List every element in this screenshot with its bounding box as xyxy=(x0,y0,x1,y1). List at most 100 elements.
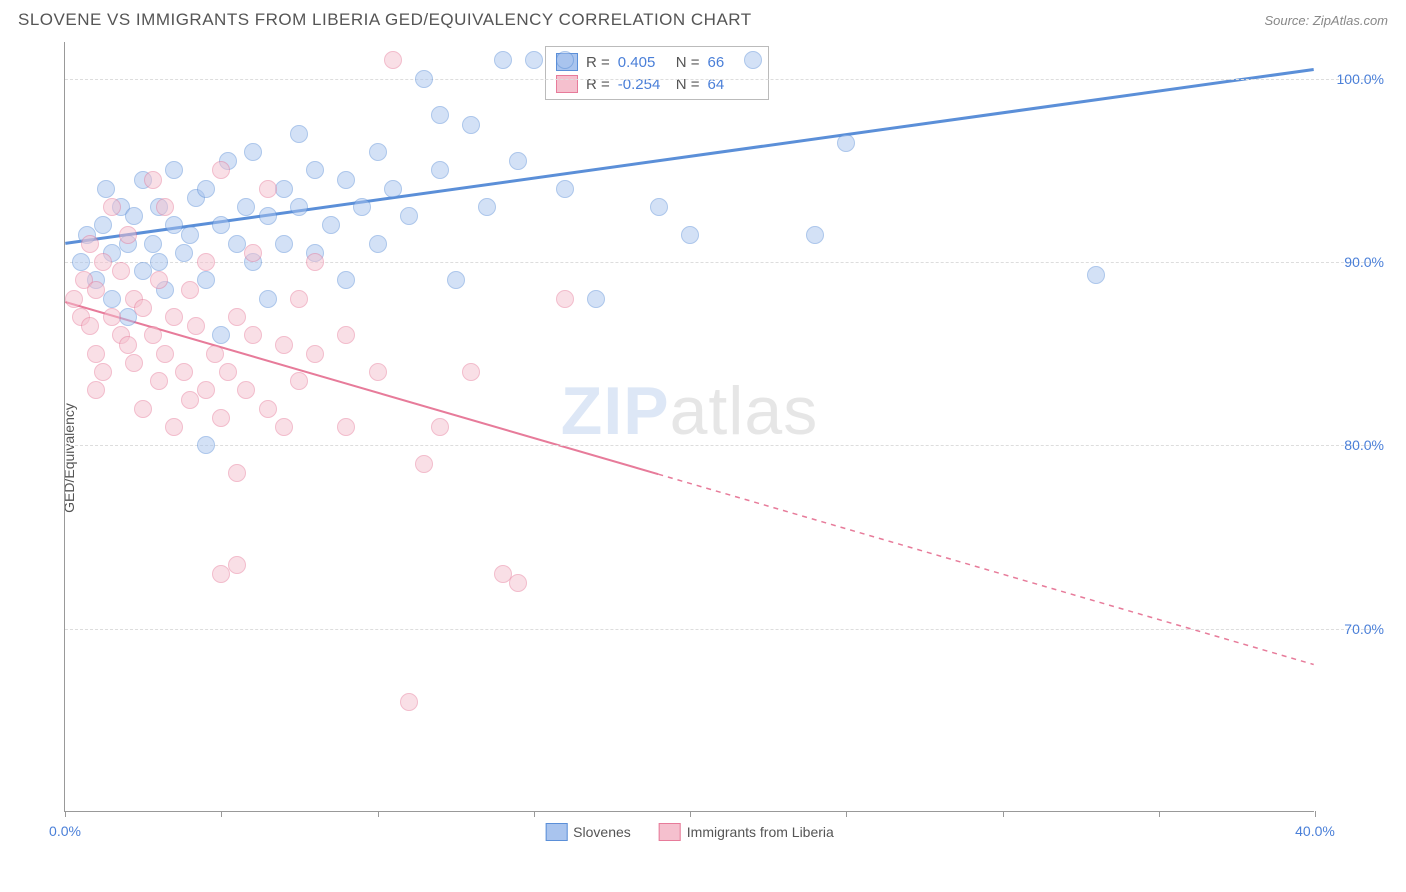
data-point xyxy=(509,574,527,592)
data-point xyxy=(119,226,137,244)
data-point xyxy=(156,345,174,363)
r-label: R = xyxy=(586,54,610,71)
data-point xyxy=(369,363,387,381)
data-point xyxy=(197,381,215,399)
data-point xyxy=(212,409,230,427)
data-point xyxy=(150,253,168,271)
legend-swatch-slovenes xyxy=(545,823,567,841)
data-point xyxy=(259,207,277,225)
data-point xyxy=(306,253,324,271)
data-point xyxy=(228,464,246,482)
data-point xyxy=(206,345,224,363)
data-point xyxy=(431,418,449,436)
data-point xyxy=(275,336,293,354)
legend-item-liberia: Immigrants from Liberia xyxy=(659,823,834,841)
data-point xyxy=(119,336,137,354)
data-point xyxy=(415,455,433,473)
plot-region: ZIPatlas R = 0.405 N = 66 R = -0.254 N =… xyxy=(64,42,1314,812)
chart-area: GED/Equivalency ZIPatlas R = 0.405 N = 6… xyxy=(18,42,1388,874)
data-point xyxy=(65,290,83,308)
r-value-slovenes: 0.405 xyxy=(618,54,668,71)
source-label: Source: ZipAtlas.com xyxy=(1264,13,1388,28)
data-point xyxy=(175,363,193,381)
x-tick xyxy=(1159,811,1160,817)
stats-row-liberia: R = -0.254 N = 64 xyxy=(556,73,758,95)
data-point xyxy=(806,226,824,244)
data-point xyxy=(369,143,387,161)
stats-box: R = 0.405 N = 66 R = -0.254 N = 64 xyxy=(545,46,769,100)
data-point xyxy=(228,308,246,326)
data-point xyxy=(650,198,668,216)
data-point xyxy=(150,271,168,289)
data-point xyxy=(290,198,308,216)
data-point xyxy=(290,372,308,390)
x-tick xyxy=(378,811,379,817)
data-point xyxy=(431,161,449,179)
data-point xyxy=(275,418,293,436)
data-point xyxy=(134,299,152,317)
x-tick xyxy=(534,811,535,817)
legend: Slovenes Immigrants from Liberia xyxy=(545,823,834,841)
data-point xyxy=(337,326,355,344)
data-point xyxy=(219,363,237,381)
data-point xyxy=(181,226,199,244)
x-tick xyxy=(846,811,847,817)
data-point xyxy=(525,51,543,69)
data-point xyxy=(275,235,293,253)
n-label: N = xyxy=(676,54,700,71)
x-tick-label: 40.0% xyxy=(1295,823,1335,839)
data-point xyxy=(81,317,99,335)
stats-row-slovenes: R = 0.405 N = 66 xyxy=(556,51,758,73)
data-point xyxy=(144,235,162,253)
data-point xyxy=(94,216,112,234)
data-point xyxy=(112,262,130,280)
data-point xyxy=(165,308,183,326)
data-point xyxy=(87,281,105,299)
trend-line-dashed xyxy=(658,474,1313,664)
legend-swatch-liberia xyxy=(659,823,681,841)
data-point xyxy=(353,198,371,216)
y-tick-label: 100.0% xyxy=(1337,71,1384,87)
data-point xyxy=(744,51,762,69)
gridline xyxy=(65,445,1374,446)
data-point xyxy=(103,198,121,216)
data-point xyxy=(384,51,402,69)
data-point xyxy=(97,180,115,198)
data-point xyxy=(150,372,168,390)
data-point xyxy=(369,235,387,253)
y-tick-label: 70.0% xyxy=(1344,621,1384,637)
data-point xyxy=(275,180,293,198)
data-point xyxy=(197,271,215,289)
data-point xyxy=(94,253,112,271)
data-point xyxy=(494,51,512,69)
data-point xyxy=(509,152,527,170)
data-point xyxy=(94,363,112,381)
x-tick xyxy=(221,811,222,817)
data-point xyxy=(72,253,90,271)
data-point xyxy=(125,207,143,225)
data-point xyxy=(237,381,255,399)
data-point xyxy=(1087,266,1105,284)
data-point xyxy=(197,436,215,454)
data-point xyxy=(212,161,230,179)
data-point xyxy=(400,693,418,711)
data-point xyxy=(415,70,433,88)
data-point xyxy=(187,317,205,335)
data-point xyxy=(447,271,465,289)
legend-label-slovenes: Slovenes xyxy=(573,824,631,840)
data-point xyxy=(431,106,449,124)
data-point xyxy=(587,290,605,308)
x-tick xyxy=(690,811,691,817)
data-point xyxy=(244,244,262,262)
data-point xyxy=(337,171,355,189)
data-point xyxy=(556,51,574,69)
data-point xyxy=(165,161,183,179)
data-point xyxy=(337,271,355,289)
gridline xyxy=(65,79,1374,80)
data-point xyxy=(144,171,162,189)
data-point xyxy=(462,363,480,381)
gridline xyxy=(65,629,1374,630)
data-point xyxy=(259,180,277,198)
data-point xyxy=(134,400,152,418)
x-tick xyxy=(65,811,66,817)
